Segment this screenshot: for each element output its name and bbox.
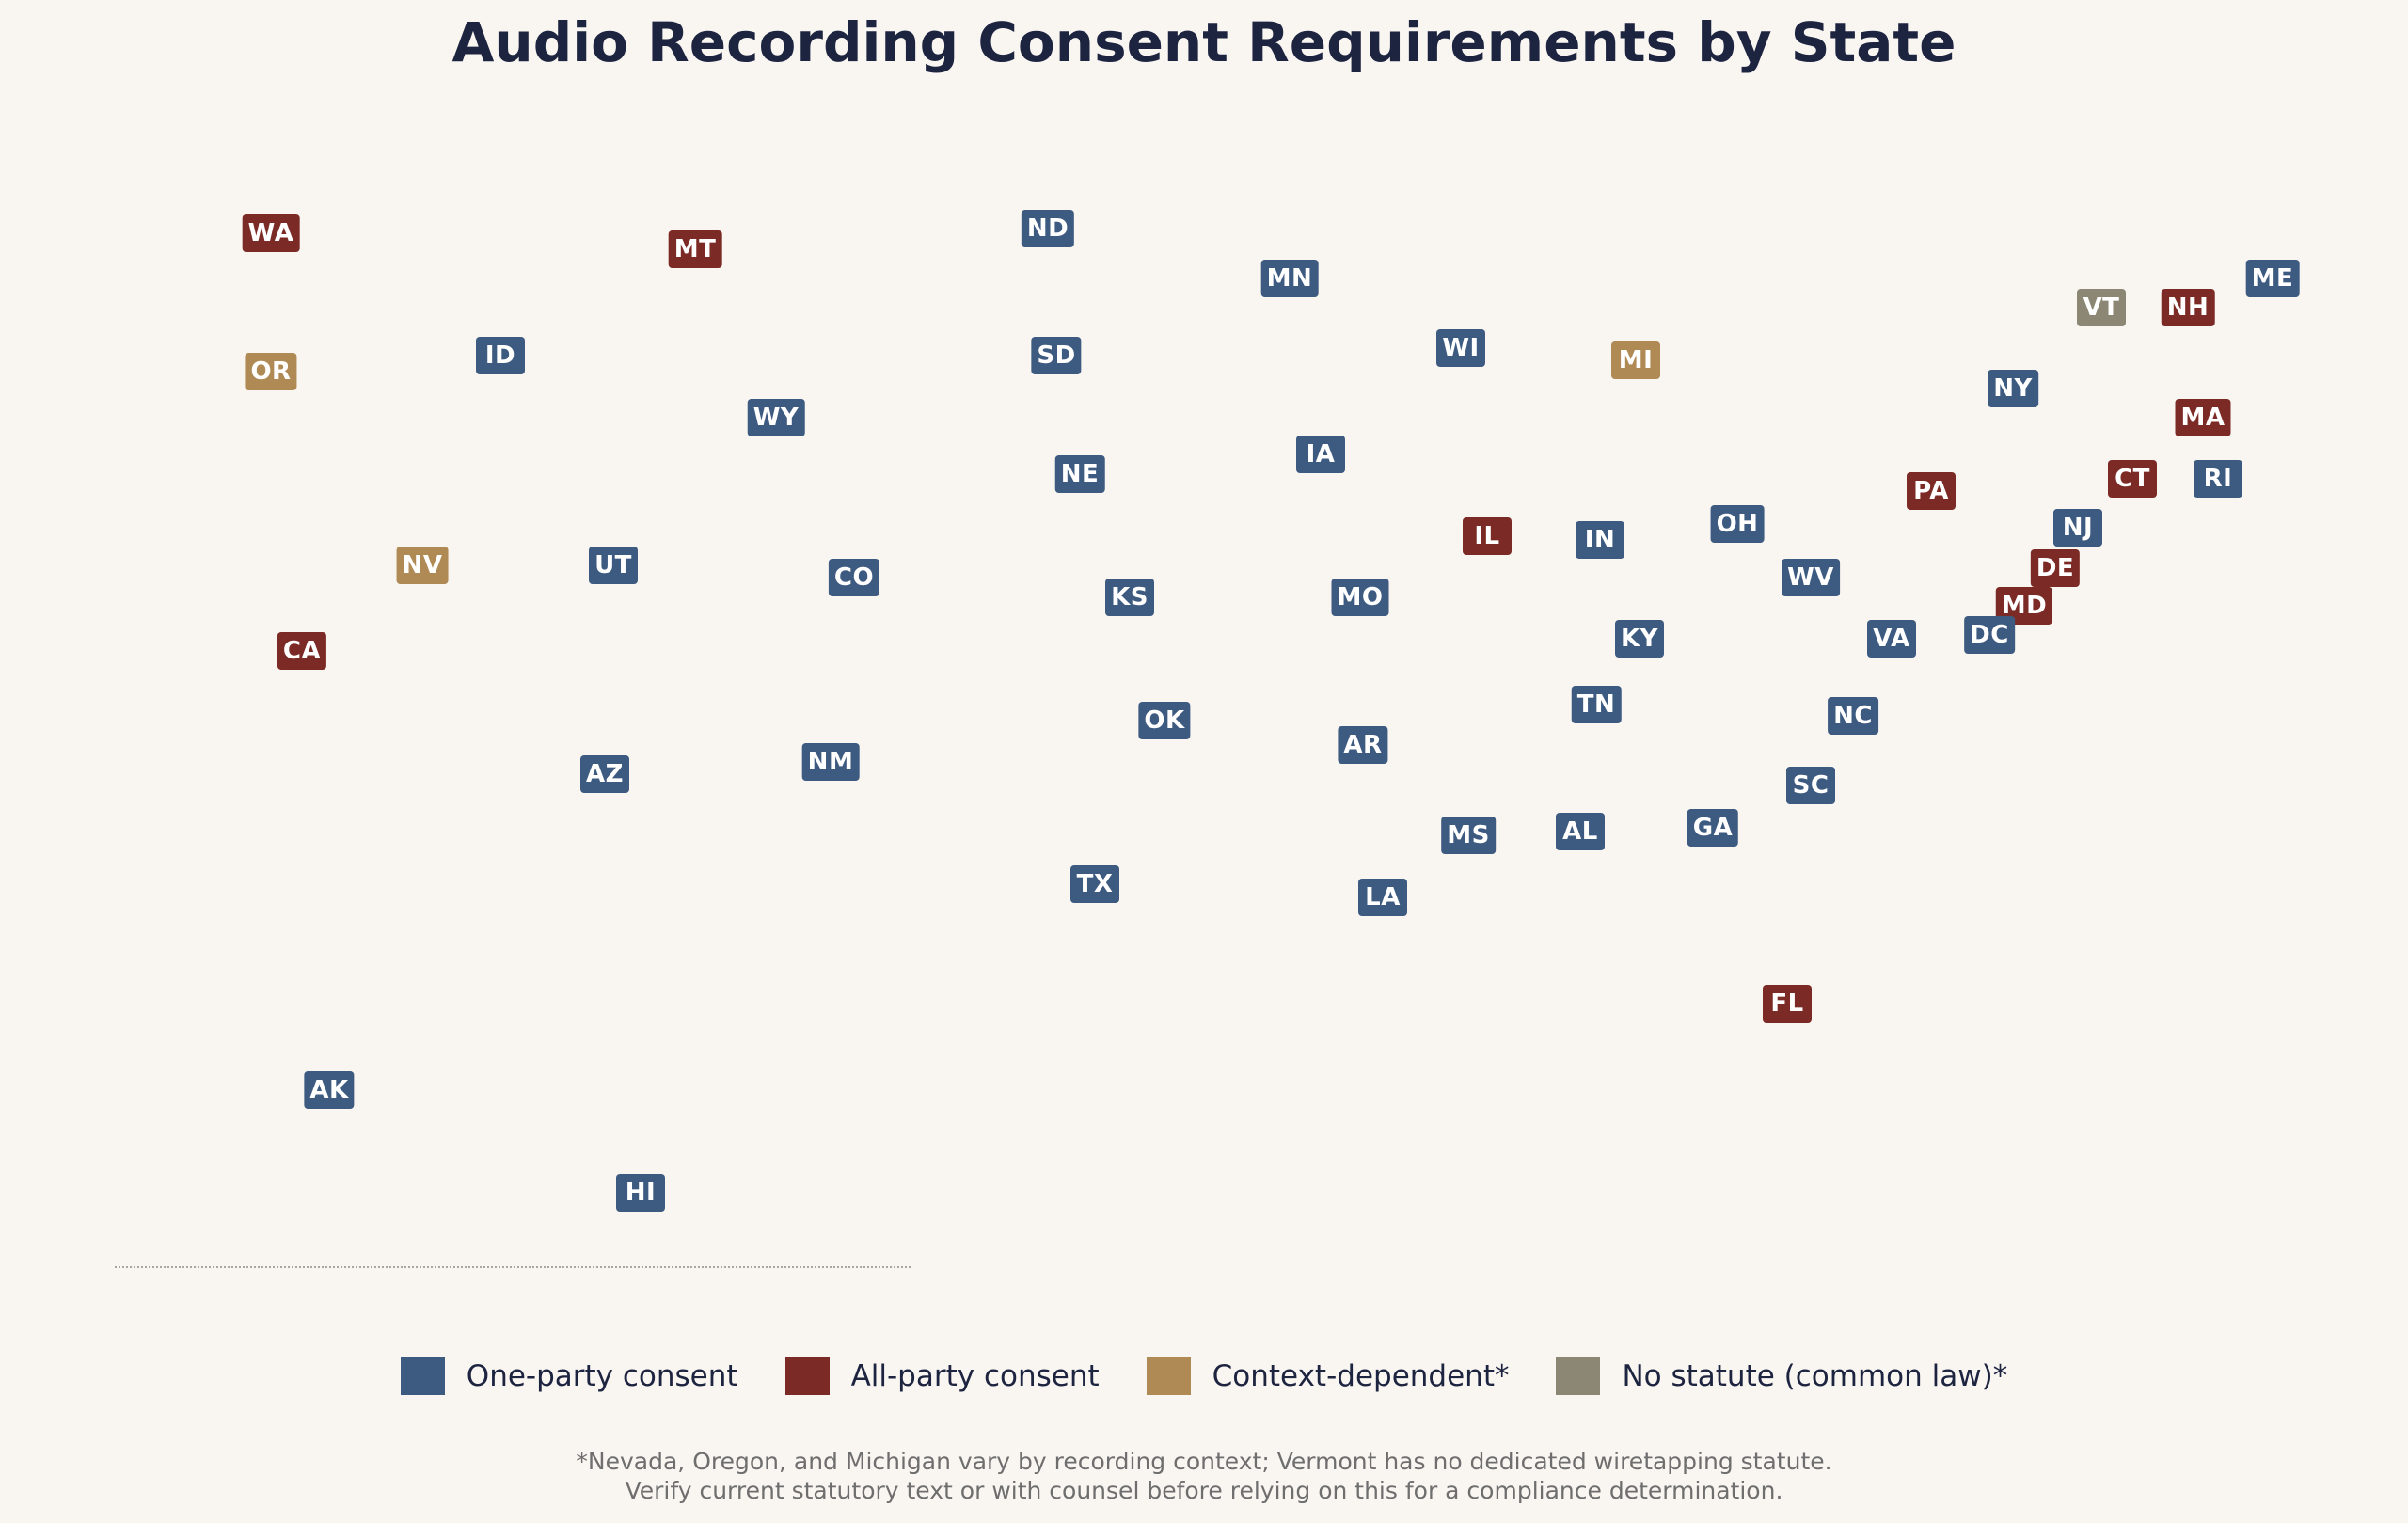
state-tile-az: AZ bbox=[580, 755, 629, 793]
legend-item-one-party: One-party consent bbox=[400, 1357, 738, 1395]
state-tile-oh: OH bbox=[1710, 505, 1765, 543]
legend-item-context: Context-dependent* bbox=[1146, 1357, 1510, 1395]
state-tile-sd: SD bbox=[1031, 337, 1082, 374]
state-tile-vt: VT bbox=[2077, 289, 2126, 326]
state-tile-co: CO bbox=[828, 559, 880, 596]
legend-item-all-party: All-party consent bbox=[784, 1357, 1100, 1395]
state-tile-ca: CA bbox=[277, 632, 327, 670]
state-tile-va: VA bbox=[1867, 620, 1916, 658]
state-tile-ut: UT bbox=[589, 547, 638, 584]
state-tile-fl: FL bbox=[1763, 985, 1812, 1023]
state-tile-or: OR bbox=[245, 353, 297, 390]
legend-label: Context-dependent* bbox=[1212, 1359, 1510, 1393]
state-tile-tn: TN bbox=[1571, 686, 1622, 723]
legend-swatch bbox=[1556, 1357, 1601, 1395]
state-tile-al: AL bbox=[1556, 813, 1605, 850]
state-tile-il: IL bbox=[1463, 517, 1512, 555]
state-tile-wv: WV bbox=[1782, 559, 1840, 596]
state-tile-mo: MO bbox=[1331, 579, 1389, 616]
noncontiguous-divider bbox=[115, 1266, 911, 1268]
page-title: Audio Recording Consent Requirements by … bbox=[452, 10, 1956, 74]
state-tile-ak: AK bbox=[304, 1071, 355, 1109]
legend-label: All-party consent bbox=[850, 1359, 1100, 1393]
state-tile-nm: NM bbox=[801, 743, 860, 781]
state-tile-mn: MN bbox=[1260, 260, 1319, 297]
state-tile-wa: WA bbox=[242, 214, 300, 252]
state-tile-ri: RI bbox=[2194, 460, 2242, 498]
state-tile-ms: MS bbox=[1441, 817, 1496, 854]
state-tile-nh: NH bbox=[2161, 289, 2215, 326]
state-tile-dc: DC bbox=[1964, 616, 2015, 654]
state-tile-wy: WY bbox=[747, 399, 805, 436]
state-tile-map: WA MT ND MN ME VT NH OR ID SD WI MI NY MA WY IA NE PA CT RI… bbox=[242, 210, 2300, 1212]
footnote: *Nevada, Oregon, and Michigan vary by re… bbox=[0, 1447, 2408, 1505]
legend-label: No statute (common law)* bbox=[1622, 1359, 2008, 1393]
state-tile-nv: NV bbox=[396, 547, 449, 584]
footnote-line-1: *Nevada, Oregon, and Michigan vary by re… bbox=[576, 1448, 1832, 1475]
legend-swatch bbox=[784, 1357, 830, 1395]
footnote-line-2: Verify current statutory text or with co… bbox=[625, 1477, 1783, 1504]
state-tile-nc: NC bbox=[1828, 697, 1878, 735]
state-tile-me: ME bbox=[2245, 260, 2300, 297]
state-tile-ny: NY bbox=[1988, 370, 2038, 407]
state-tile-ar: AR bbox=[1338, 726, 1388, 764]
state-tile-ne: NE bbox=[1054, 455, 1105, 493]
state-tile-id: ID bbox=[476, 337, 525, 374]
state-tile-mt: MT bbox=[668, 230, 722, 268]
state-tile-ga: GA bbox=[1687, 809, 1739, 847]
legend-item-no-statute: No statute (common law)* bbox=[1556, 1357, 2007, 1395]
legend-label: One-party consent bbox=[466, 1359, 738, 1393]
state-tile-ma: MA bbox=[2175, 399, 2231, 436]
state-tile-in: IN bbox=[1576, 521, 1624, 559]
state-tile-sc: SC bbox=[1786, 767, 1835, 804]
state-tile-ok: OK bbox=[1138, 702, 1191, 739]
state-tile-hi: HI bbox=[616, 1174, 665, 1212]
state-tile-ct: CT bbox=[2108, 460, 2157, 498]
state-tile-tx: TX bbox=[1070, 865, 1119, 903]
state-tile-wi: WI bbox=[1436, 329, 1485, 367]
state-tile-ky: KY bbox=[1615, 620, 1664, 658]
state-tile-de: DE bbox=[2030, 549, 2081, 587]
legend: One-party consent All-party consent Contex… bbox=[0, 1357, 2408, 1395]
state-tile-la: LA bbox=[1358, 879, 1407, 916]
legend-swatch bbox=[1146, 1357, 1191, 1395]
state-tile-mi: MI bbox=[1611, 341, 1660, 379]
state-tile-ks: KS bbox=[1105, 579, 1154, 616]
state-tile-nd: ND bbox=[1021, 210, 1075, 247]
state-tile-pa: PA bbox=[1907, 472, 1956, 510]
state-tile-nj: NJ bbox=[2053, 509, 2102, 547]
legend-swatch bbox=[400, 1357, 445, 1395]
state-tile-ia: IA bbox=[1296, 436, 1345, 473]
